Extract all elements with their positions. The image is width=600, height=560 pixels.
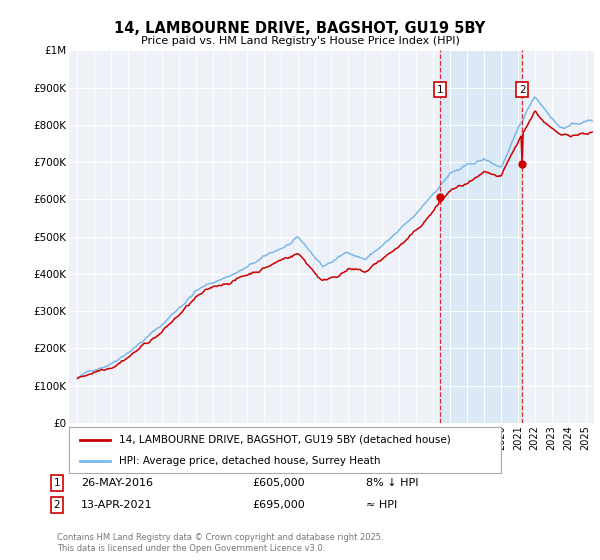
Text: 14, LAMBOURNE DRIVE, BAGSHOT, GU19 5BY (detached house): 14, LAMBOURNE DRIVE, BAGSHOT, GU19 5BY (… (119, 435, 451, 445)
Text: 2: 2 (53, 500, 61, 510)
Text: 8% ↓ HPI: 8% ↓ HPI (366, 478, 419, 488)
Text: Contains HM Land Registry data © Crown copyright and database right 2025.
This d: Contains HM Land Registry data © Crown c… (57, 533, 383, 553)
Text: ≈ HPI: ≈ HPI (366, 500, 397, 510)
Text: 14, LAMBOURNE DRIVE, BAGSHOT, GU19 5BY: 14, LAMBOURNE DRIVE, BAGSHOT, GU19 5BY (115, 21, 485, 36)
Text: Price paid vs. HM Land Registry's House Price Index (HPI): Price paid vs. HM Land Registry's House … (140, 36, 460, 46)
Text: 2: 2 (519, 85, 526, 95)
Text: HPI: Average price, detached house, Surrey Heath: HPI: Average price, detached house, Surr… (119, 456, 380, 466)
Text: 1: 1 (53, 478, 61, 488)
Text: 26-MAY-2016: 26-MAY-2016 (81, 478, 153, 488)
Text: 1: 1 (437, 85, 443, 95)
Text: £695,000: £695,000 (252, 500, 305, 510)
Text: 13-APR-2021: 13-APR-2021 (81, 500, 152, 510)
Bar (440, 50, 523, 423)
Text: £605,000: £605,000 (252, 478, 305, 488)
